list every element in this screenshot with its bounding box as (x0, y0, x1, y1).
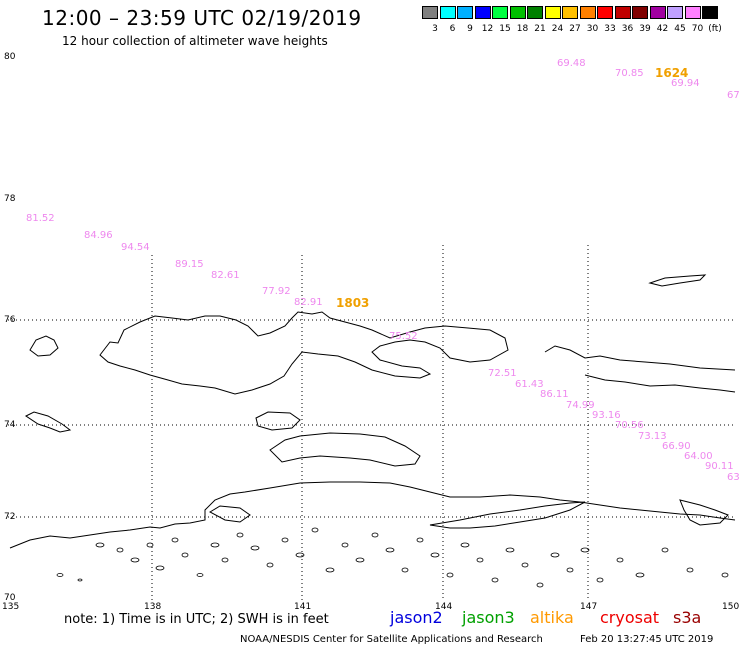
lat-label-70: 70 (4, 593, 16, 603)
satellite-s3a: s3a (673, 608, 702, 627)
colorbar-tick-label: 24 (551, 24, 564, 34)
swh-reading: 89.15 (175, 259, 204, 270)
island-west-bay (25, 411, 72, 433)
swh-reading: 74.99 (566, 400, 595, 411)
coastline (9, 274, 736, 549)
island-northeast (648, 274, 707, 287)
colorbar-tick-label: 42 (656, 24, 669, 34)
lon-label-150: 150 (722, 602, 740, 612)
island-mid-oval (255, 411, 301, 431)
colorbar-swatch (597, 6, 613, 19)
lon-label-144: 144 (435, 602, 453, 612)
colorbar-tick-label: 27 (569, 24, 581, 34)
colorbar-swatch (614, 6, 631, 19)
chart-title: 12:00 – 23:59 UTC 02/19/2019 (42, 6, 362, 30)
colorbar-swatch (422, 6, 438, 19)
colorbar-tick-label: 6 (449, 24, 456, 34)
generated-timestamp: Feb 20 13:27:45 UTC 2019 (580, 634, 714, 645)
colorbar-swatch (702, 6, 718, 19)
lat-label-74: 74 (4, 420, 16, 430)
colorbar-tick-label: 39 (639, 24, 651, 34)
swh-reading: 72.51 (488, 368, 517, 379)
lon-label-141: 141 (294, 602, 312, 612)
island-central-large (269, 432, 421, 467)
colorbar-swatch (474, 6, 491, 19)
lon-label-138: 138 (144, 602, 162, 612)
swh-reading: 66.90 (662, 441, 691, 452)
swh-reading: 69.48 (557, 58, 586, 69)
lon-label-147: 147 (580, 602, 598, 612)
swh-reading: 69.94 (671, 78, 700, 89)
lake-dots (56, 527, 729, 588)
swh-reading: 82.61 (211, 270, 240, 281)
satellite-jason3: jason3 (462, 608, 515, 627)
credit-line: NOAA/NESDIS Center for Satellite Applica… (240, 634, 543, 645)
colorbar-swatch (439, 6, 456, 19)
colorbar-tick-label: 3 (432, 24, 438, 34)
footer-note: note: 1) Time is in UTC; 2) SWH is in fe… (64, 612, 329, 627)
satellite-cryosat: cryosat (600, 608, 660, 627)
colorbar-swatch (562, 6, 578, 19)
colorbar-swatch (544, 6, 561, 19)
west-delta-fragments (208, 505, 251, 523)
swh-reading: 64.00 (684, 451, 713, 462)
swh-reading: 73.13 (638, 431, 667, 442)
colorbar-swatch (527, 6, 543, 19)
colorbar-swatch (684, 6, 701, 19)
colorbar-swatch (667, 6, 683, 19)
chart-subtitle: 12 hour collection of altimeter wave hei… (62, 34, 328, 48)
colorbar-swatch (509, 6, 526, 19)
colorbar-unit-label: (ft) (708, 24, 722, 34)
colorbar-tick-label: 12 (481, 24, 494, 34)
swh-reading: 82.91 (294, 297, 323, 308)
colorbar-swatch (632, 6, 648, 19)
colorbar-tick-label: 21 (534, 24, 546, 34)
graticule (8, 245, 735, 600)
colorbar-tick-label: 30 (586, 24, 599, 34)
island-west-small (29, 335, 59, 357)
swh-reading: 70.85 (615, 68, 644, 79)
colorbar-swatch (492, 6, 508, 19)
colorbar-tick-label: 70 (691, 24, 704, 34)
swh-reading: 81.52 (26, 213, 55, 224)
lon-label-135: 135 (2, 602, 20, 612)
satellite-jason2: jason2 (390, 608, 443, 627)
lat-label-78: 78 (4, 194, 16, 204)
pass-time-label: 1803 (336, 296, 370, 310)
swh-reading: 94.54 (121, 242, 150, 253)
lat-label-80: 80 (4, 52, 16, 62)
swh-reading: 61.43 (515, 379, 544, 390)
colorbar-tick-label: 36 (621, 24, 634, 34)
colorbar-swatch (649, 6, 666, 19)
swh-reading: 86.11 (540, 389, 569, 400)
swh-reading: 75.52 (389, 331, 418, 342)
east-land-lower (584, 374, 736, 393)
colorbar-swatch (457, 6, 473, 19)
colorbar-swatch (579, 6, 596, 19)
colorbar-tick-label: 18 (516, 24, 529, 34)
east-land-fragment (544, 345, 736, 371)
swh-reading: 70.56 (615, 420, 644, 431)
swh-reading: 77.92 (262, 286, 291, 297)
swh-reading: 63 (727, 472, 740, 483)
swh-reading: 67 (727, 90, 740, 101)
swh-reading: 84.96 (84, 230, 113, 241)
colorbar-tick-label: 9 (467, 24, 473, 34)
colorbar-tick-label: 33 (604, 24, 616, 34)
east-peninsula (679, 499, 729, 526)
swh-reading: 93.16 (592, 410, 621, 421)
lat-label-72: 72 (4, 512, 16, 522)
colorbar-tick-label: 15 (499, 24, 511, 34)
pass-time-label: 1624 (655, 66, 689, 80)
kolyma-delta (429, 501, 586, 529)
satellite-altika: altika (530, 608, 574, 627)
colorbar-tick-label: 45 (674, 24, 686, 34)
mainland-coast (9, 481, 736, 549)
swh-reading: 90.11 (705, 461, 734, 472)
lat-label-76: 76 (4, 315, 16, 325)
new-siberian-islands-coast (99, 311, 509, 395)
